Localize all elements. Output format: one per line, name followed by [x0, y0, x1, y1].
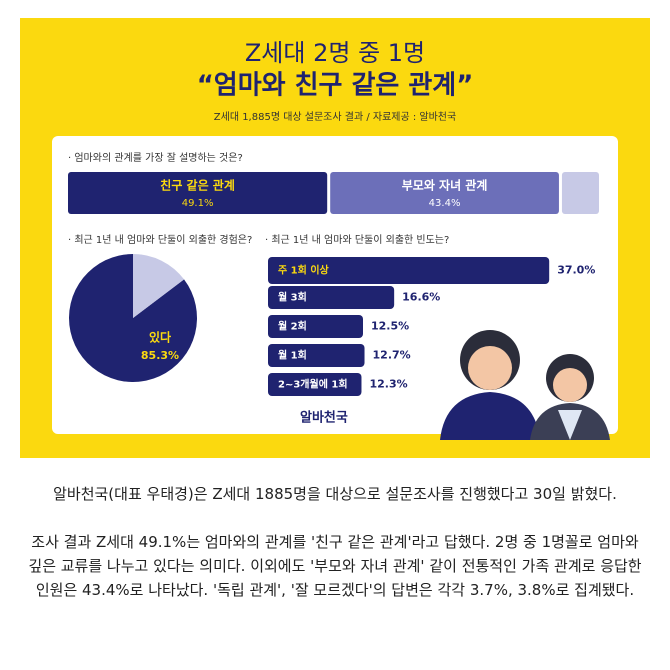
bar — [268, 344, 365, 367]
bar-label: 월 2회 — [278, 320, 307, 333]
bar-value: 37.0% — [557, 264, 595, 277]
segment-value: 49.1% — [182, 198, 214, 209]
bar-label: 2~3개월에 1회 — [278, 378, 348, 391]
infographic: Z세대 2명 중 1명 “엄마와 친구 같은 관계” Z세대 1,885명 대상… — [20, 18, 650, 458]
bar-segment — [68, 172, 328, 214]
article: 알바천국(대표 우태경)은 Z세대 1885명을 대상으로 설문조사를 진행했다… — [28, 482, 642, 626]
bar — [268, 315, 363, 338]
slice-value: 85.3% — [141, 349, 179, 362]
paragraph: 조사 결과 Z세대 49.1%는 엄마와의 관계를 '친구 같은 관계'라고 답… — [28, 533, 642, 599]
bar-segment — [330, 172, 559, 214]
bar — [268, 373, 362, 396]
source: Z세대 1,885명 대상 설문조사 결과 / 자료제공 : 알바천국 — [214, 111, 456, 123]
bar — [268, 257, 550, 284]
slice-label: 있다 — [149, 330, 171, 345]
logo: 알바천국 — [300, 410, 348, 426]
subtitle: “엄마와 친구 같은 관계” — [197, 71, 474, 101]
bar-value: 12.5% — [371, 320, 409, 333]
paragraph: 알바천국(대표 우태경)은 Z세대 1885명을 대상으로 설문조사를 진행했다… — [53, 485, 617, 503]
segment-label: 부모와 자녀 관계 — [402, 178, 488, 193]
bar-label: 주 1회 이상 — [278, 264, 330, 277]
bar-segment — [561, 172, 599, 214]
segment-label: 친구 같은 관계 — [160, 178, 235, 193]
bar-label: 월 3회 — [278, 291, 307, 304]
bar — [268, 286, 395, 309]
segment-value: 43.4% — [429, 198, 461, 209]
bar-label: 월 1회 — [278, 349, 307, 362]
title: Z세대 2명 중 1명 — [245, 39, 425, 67]
bar-value: 16.6% — [402, 291, 440, 304]
question: · 최근 1년 내 엄마와 단둘이 외출한 빈도는? — [265, 234, 449, 246]
pie-slice — [133, 254, 185, 318]
illustration — [440, 330, 610, 440]
bar-value: 12.7% — [373, 349, 411, 362]
question: · 엄마와의 관계를 가장 잘 설명하는 것은? — [68, 151, 243, 164]
question: · 최근 1년 내 엄마와 단둘이 외출한 경험은? — [68, 233, 252, 246]
bar-value: 12.3% — [369, 378, 407, 391]
